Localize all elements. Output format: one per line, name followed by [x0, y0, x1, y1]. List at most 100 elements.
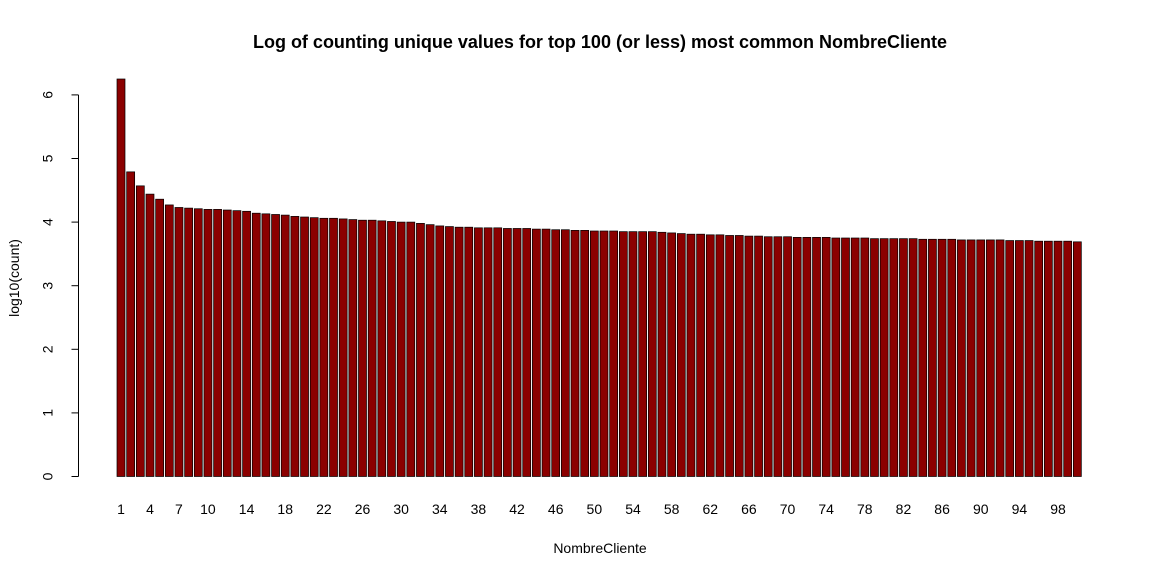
bar-100: [1072, 241, 1082, 477]
x-tick-label: 66: [741, 501, 757, 517]
bar-35: [445, 226, 454, 477]
bar-78: [860, 237, 870, 477]
x-tick-label: 82: [896, 501, 912, 517]
x-tick-label: 54: [625, 501, 641, 517]
bar-36: [454, 226, 464, 477]
bar-75: [831, 237, 841, 477]
bar-53: [618, 231, 628, 477]
bar-23: [329, 217, 338, 477]
bar-8: [184, 207, 193, 477]
y-tick-label: 4: [40, 218, 56, 226]
bar-31: [406, 221, 416, 477]
bar-9: [193, 208, 203, 477]
x-tick-label: 78: [857, 501, 873, 517]
bar-37: [464, 226, 474, 477]
x-tick-label: 1: [117, 501, 125, 517]
x-tick-label: 46: [548, 501, 564, 517]
bar-10: [203, 209, 213, 477]
x-tick-label: 38: [471, 501, 487, 517]
bar-67: [754, 235, 763, 477]
bar-4: [145, 193, 155, 477]
bar-63: [715, 234, 725, 477]
x-tick-label: 50: [587, 501, 603, 517]
bar-45: [541, 228, 551, 477]
bar-38: [474, 227, 483, 477]
bar-3: [135, 185, 145, 477]
bar-73: [812, 237, 821, 477]
bar-11: [213, 209, 222, 477]
x-tick-label: 98: [1050, 501, 1066, 517]
bar-33: [425, 224, 435, 477]
bar-24: [338, 218, 348, 477]
y-tick-label: 5: [40, 154, 56, 162]
x-axis-label: NombreCliente: [553, 540, 647, 556]
bar-29: [387, 221, 396, 477]
x-tick-label: 14: [239, 501, 255, 517]
bar-71: [792, 237, 802, 477]
bar-54: [628, 231, 638, 477]
chart-title: Log of counting unique values for top 10…: [253, 32, 947, 52]
bar-1: [116, 78, 126, 477]
y-tick-label: 6: [40, 91, 56, 99]
bar-47: [561, 229, 570, 477]
bar-15: [251, 212, 261, 477]
bar-64: [725, 235, 734, 477]
bars-group: [116, 78, 1082, 477]
bar-27: [367, 219, 377, 477]
bar-57: [657, 231, 667, 477]
bar-87: [947, 238, 957, 477]
bar-19: [290, 216, 300, 477]
bar-49: [580, 230, 590, 477]
bar-85: [928, 238, 937, 477]
x-tick-label: 30: [393, 501, 409, 517]
bar-17: [271, 214, 280, 477]
bar-89: [966, 239, 976, 477]
bar-66: [744, 235, 754, 477]
bar-28: [377, 220, 387, 477]
y-tick-label: 1: [40, 409, 56, 417]
bar-83: [908, 238, 918, 477]
bar-2: [126, 171, 136, 477]
bar-40: [493, 227, 503, 477]
x-tick-label: 4: [146, 501, 154, 517]
bar-68: [763, 236, 773, 477]
bar-6: [164, 204, 174, 477]
x-tick-label: 26: [355, 501, 371, 517]
bar-60: [686, 233, 696, 477]
x-tick-label: 18: [277, 501, 293, 517]
bar-52: [609, 230, 619, 477]
bar-82: [899, 238, 908, 477]
bar-74: [821, 237, 831, 477]
y-tick-label: 2: [40, 345, 56, 353]
bar-55: [638, 231, 647, 477]
bar-65: [734, 235, 744, 477]
bar-88: [957, 239, 966, 477]
bar-41: [503, 228, 512, 477]
bar-22: [319, 217, 329, 477]
bar-61: [696, 233, 705, 477]
bar-86: [937, 238, 947, 477]
bar-77: [850, 237, 860, 477]
y-axis-label: log10(count): [6, 239, 22, 317]
bar-72: [802, 237, 812, 477]
bar-50: [589, 230, 599, 477]
bar-79: [870, 238, 879, 477]
bar-93: [1005, 240, 1015, 477]
x-tick-label: 62: [702, 501, 718, 517]
bar-7: [174, 207, 184, 477]
bar-94: [1015, 240, 1024, 477]
bar-42: [512, 228, 522, 477]
bar-20: [300, 216, 309, 477]
bar-99: [1063, 240, 1073, 477]
bar-14: [242, 210, 251, 477]
bar-62: [705, 234, 715, 477]
bar-32: [416, 223, 425, 477]
bar-26: [358, 219, 367, 477]
x-tick-label: 90: [973, 501, 989, 517]
bar-69: [773, 236, 783, 477]
x-tick-label: 22: [316, 501, 332, 517]
x-tick-label: 74: [818, 501, 834, 517]
bar-96: [1034, 240, 1044, 477]
bar-92: [995, 239, 1005, 477]
